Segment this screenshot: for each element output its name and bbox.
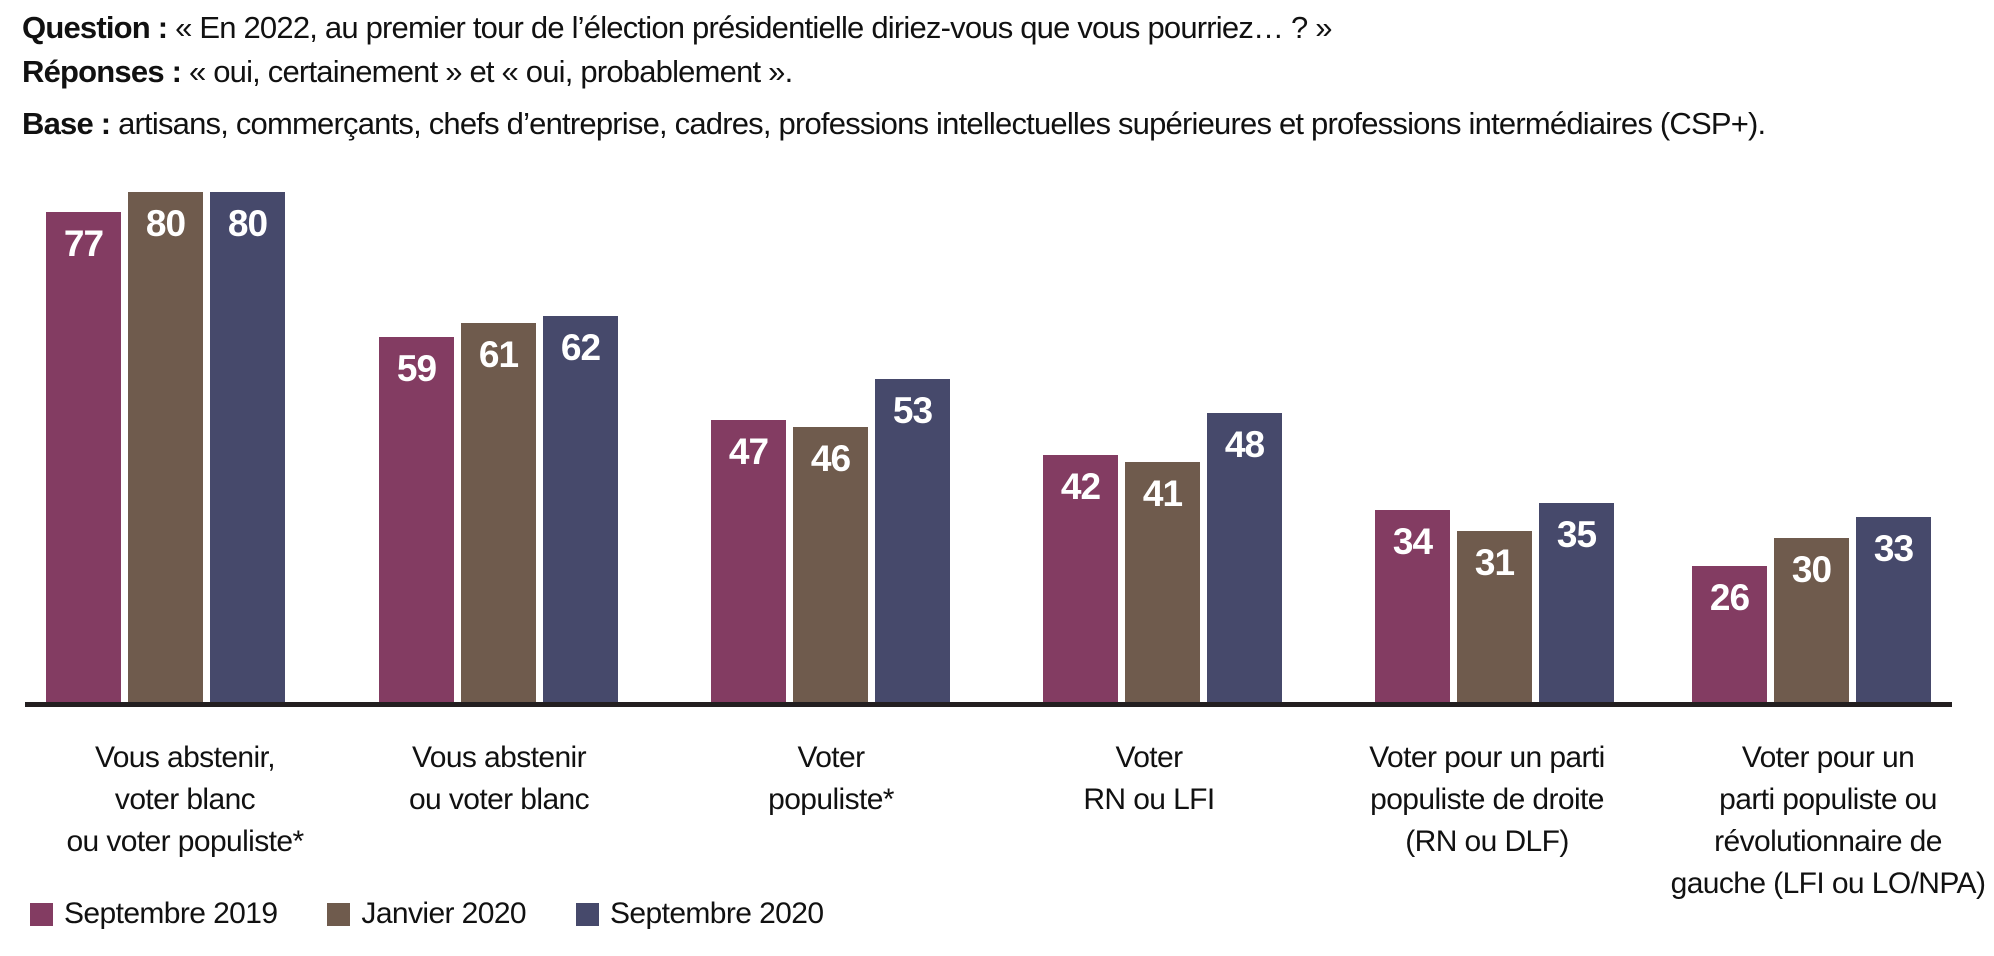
x-axis-line bbox=[25, 702, 1952, 707]
bar-value-label: 80 bbox=[227, 203, 268, 244]
question-line: Question : « En 2022, au premier tour de… bbox=[22, 6, 1765, 50]
category-label: Vous abstenir, voter blanc ou voter popu… bbox=[66, 741, 304, 858]
bar-value-label: 33 bbox=[1873, 528, 1914, 569]
legend-color-swatch-icon bbox=[327, 902, 351, 926]
legend-label: Septembre 2020 bbox=[610, 897, 824, 930]
legend-color-swatch-icon bbox=[30, 902, 53, 926]
bar: 48 bbox=[1207, 413, 1282, 702]
category-label: Voter RN ou LFI bbox=[1083, 741, 1215, 816]
category-label: Voter pour un parti populiste de droite … bbox=[1369, 741, 1605, 858]
bar-value-label: 62 bbox=[560, 327, 601, 368]
chart-header: Question : « En 2022, au premier tour de… bbox=[22, 6, 1766, 146]
category-label: Voter populiste* bbox=[768, 741, 894, 816]
base-line: Base : artisans, commerçants, chefs d’en… bbox=[22, 102, 1766, 146]
bar: 46 bbox=[793, 427, 868, 702]
bar-value-label: 77 bbox=[63, 223, 104, 264]
legend-item: Septembre 2019 bbox=[30, 897, 278, 931]
bar-value-label: 41 bbox=[1142, 473, 1183, 514]
bar: 31 bbox=[1457, 531, 1532, 702]
base-text: artisans, commerçants, chefs d’entrepris… bbox=[118, 106, 1766, 141]
bar: 80 bbox=[210, 192, 285, 702]
bar: 35 bbox=[1539, 503, 1614, 702]
bar: 41 bbox=[1125, 462, 1200, 702]
chart-legend: Septembre 2019 Janvier 2020 Septembre 2020 bbox=[30, 897, 824, 931]
bar-value-label: 53 bbox=[892, 390, 933, 431]
question-label: Question : bbox=[22, 10, 168, 45]
reponses-line: Réponses : « oui, certainement » et « ou… bbox=[22, 50, 1765, 94]
reponses-label: Réponses : bbox=[22, 54, 182, 89]
bar: 80 bbox=[128, 192, 203, 702]
bar: 33 bbox=[1856, 517, 1931, 702]
legend-item: Septembre 2020 bbox=[576, 897, 824, 931]
category-label: Voter pour un parti populiste ou révolut… bbox=[1670, 741, 1986, 900]
legend-label: Janvier 2020 bbox=[361, 897, 527, 930]
bar-value-label: 61 bbox=[478, 334, 519, 375]
bar-value-label: 47 bbox=[728, 431, 769, 472]
base-label: Base : bbox=[22, 106, 111, 141]
bar-value-label: 80 bbox=[145, 203, 186, 244]
bar: 26 bbox=[1692, 566, 1767, 702]
reponses-text: « oui, certainement » et « oui, probable… bbox=[188, 54, 793, 89]
bar: 30 bbox=[1774, 538, 1849, 702]
bar: 61 bbox=[461, 323, 536, 702]
bar-value-label: 31 bbox=[1474, 542, 1515, 583]
bar: 42 bbox=[1043, 455, 1118, 702]
bar-value-label: 42 bbox=[1060, 466, 1101, 507]
legend-label: Septembre 2019 bbox=[64, 897, 278, 930]
bar-value-label: 35 bbox=[1556, 514, 1597, 555]
bar: 53 bbox=[875, 379, 950, 702]
bar-value-label: 30 bbox=[1791, 549, 1832, 590]
legend-item: Janvier 2020 bbox=[327, 897, 527, 931]
bar: 34 bbox=[1375, 510, 1450, 702]
category-label: Vous abstenir ou voter blanc bbox=[408, 741, 590, 816]
bar: 62 bbox=[543, 316, 618, 702]
bar: 59 bbox=[379, 337, 454, 702]
bar-value-label: 34 bbox=[1392, 521, 1433, 562]
bar-value-label: 26 bbox=[1709, 577, 1750, 618]
bar-value-label: 48 bbox=[1224, 424, 1265, 465]
bar: 47 bbox=[711, 420, 786, 702]
legend-color-swatch-icon bbox=[576, 902, 600, 926]
bar-value-label: 46 bbox=[810, 438, 851, 479]
question-text: « En 2022, au premier tour de l’élection… bbox=[175, 10, 1332, 45]
bar: 77 bbox=[46, 212, 121, 702]
bar-value-label: 59 bbox=[396, 348, 437, 389]
